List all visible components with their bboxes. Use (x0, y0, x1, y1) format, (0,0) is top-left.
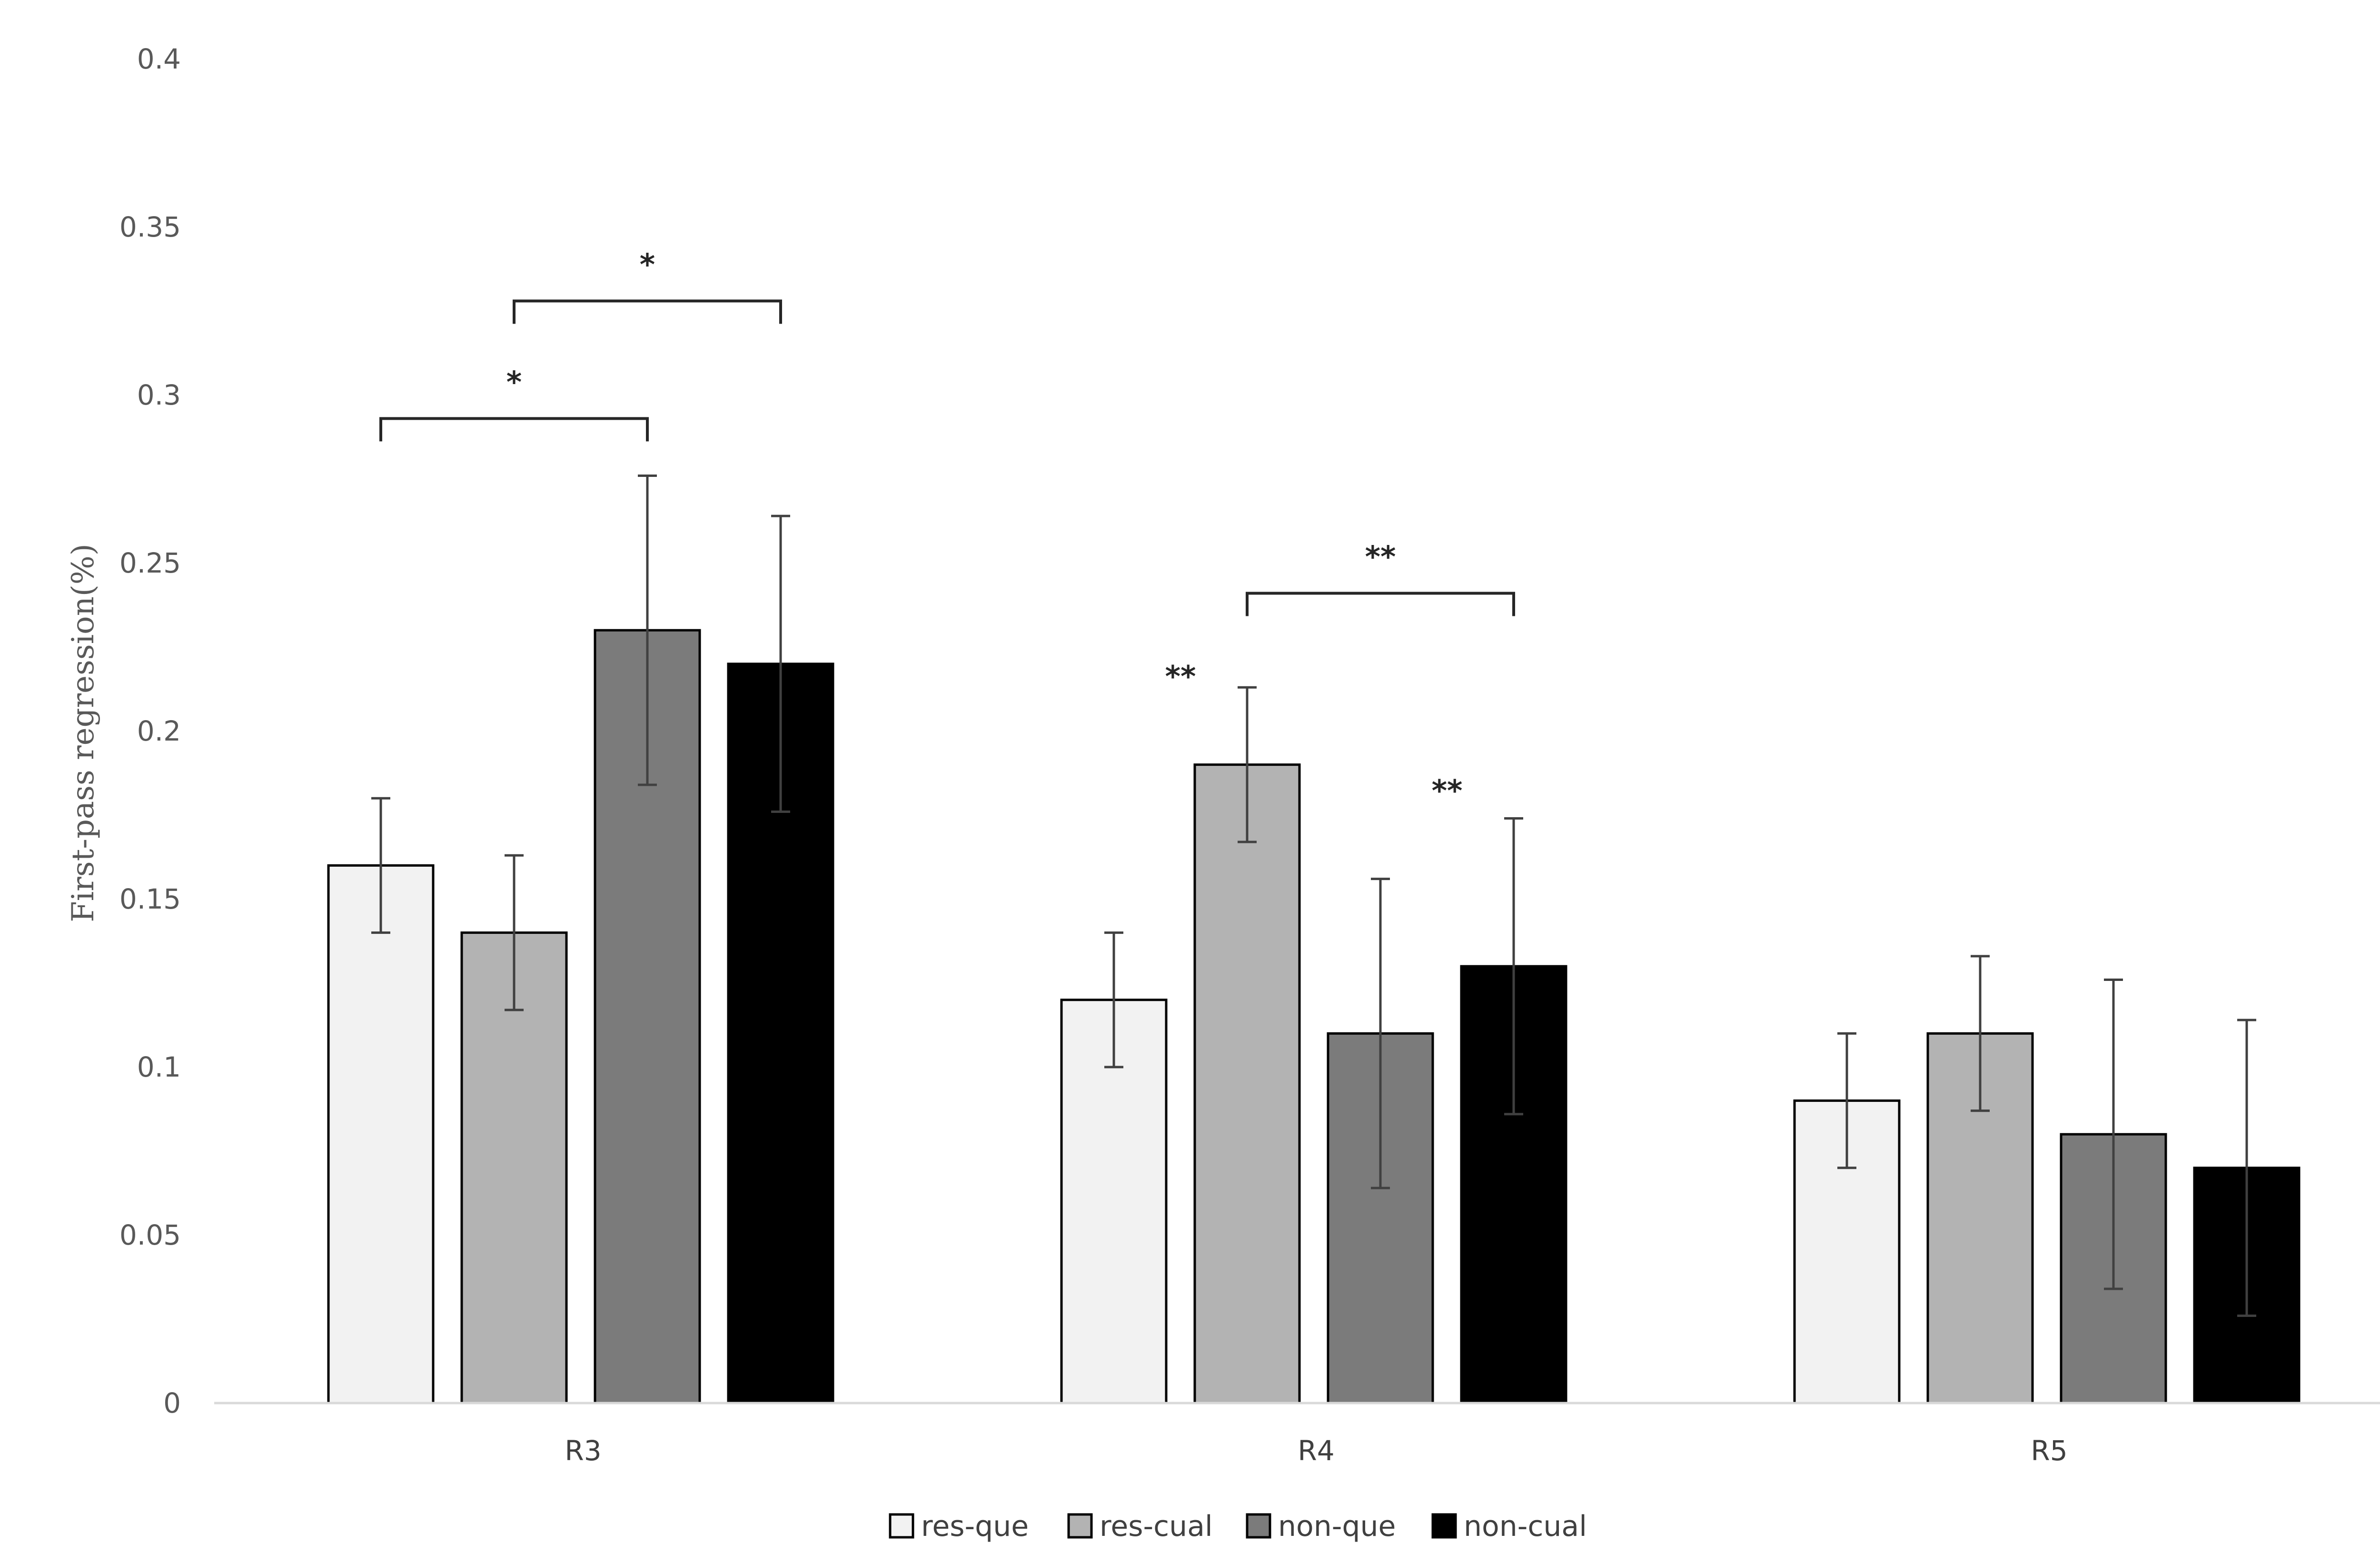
legend-label: non-cual (1464, 1510, 1587, 1543)
legend-swatch-non-que (1246, 1513, 1271, 1539)
error-bars (371, 474, 2256, 1317)
y-tick-label: 0.15 (119, 883, 181, 915)
y-tick-label: 0.25 (119, 547, 181, 579)
bar-res-cual-R4 (1193, 763, 1301, 1405)
y-axis-ticks: 0 0.05 0.1 0.15 0.2 0.25 0.3 0.35 0.4 (119, 43, 181, 1419)
significance-annotations: ******** (379, 247, 1515, 808)
legend-swatch-res-que (889, 1513, 914, 1539)
legend-label: res-cual (1100, 1510, 1213, 1543)
legend-swatch-non-cual (1431, 1513, 1457, 1539)
y-tick-label: 0.4 (137, 43, 181, 75)
significance-label: * (506, 365, 522, 399)
y-tick-label: 0.05 (119, 1219, 181, 1251)
significance-label: ** (1165, 659, 1196, 694)
significance-label: ** (1365, 540, 1396, 574)
x-category-label: R5 (2031, 1434, 2067, 1467)
legend-label: res-que (921, 1510, 1029, 1543)
x-axis-categories: R3 R4 R5 (565, 1434, 2067, 1467)
significance-bracket (513, 299, 782, 324)
y-axis-label: First-pass regression(%) (66, 544, 101, 922)
bar-res-que-R3 (327, 864, 435, 1405)
significance-label: * (640, 247, 655, 282)
y-tick-label: 0.1 (137, 1051, 181, 1083)
x-category-label: R4 (1298, 1434, 1334, 1467)
significance-label: ** (1432, 773, 1463, 808)
significance-bracket (1246, 592, 1515, 616)
legend-label: non-que (1278, 1510, 1396, 1543)
y-tick-label: 0.2 (137, 715, 181, 747)
y-tick-label: 0.35 (119, 211, 181, 243)
y-tick-label: 0.3 (137, 379, 181, 411)
legend: res-que res-cual non-que non-cual (889, 1510, 1587, 1543)
legend-swatch-res-cual (1067, 1513, 1093, 1539)
significance-bracket (379, 417, 649, 442)
y-tick-label: 0 (163, 1387, 181, 1419)
x-category-label: R3 (565, 1434, 601, 1467)
